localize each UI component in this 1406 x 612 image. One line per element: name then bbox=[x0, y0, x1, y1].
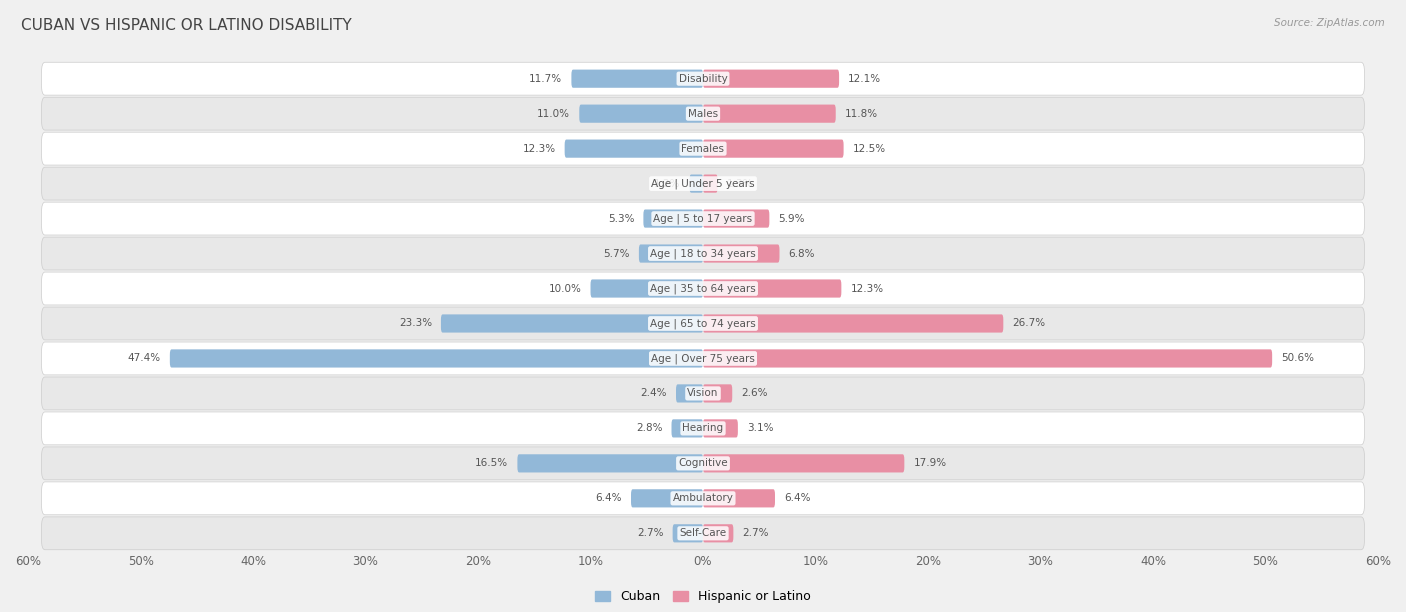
Text: 12.3%: 12.3% bbox=[851, 283, 883, 294]
Text: Males: Males bbox=[688, 109, 718, 119]
FancyBboxPatch shape bbox=[672, 524, 703, 542]
Text: 2.4%: 2.4% bbox=[641, 389, 666, 398]
FancyBboxPatch shape bbox=[703, 140, 844, 158]
FancyBboxPatch shape bbox=[571, 70, 703, 88]
FancyBboxPatch shape bbox=[42, 412, 1364, 445]
Text: 11.7%: 11.7% bbox=[529, 73, 562, 84]
Text: 47.4%: 47.4% bbox=[128, 354, 160, 364]
Text: 23.3%: 23.3% bbox=[399, 318, 432, 329]
Text: 1.3%: 1.3% bbox=[727, 179, 754, 188]
FancyBboxPatch shape bbox=[565, 140, 703, 158]
Text: 26.7%: 26.7% bbox=[1012, 318, 1046, 329]
FancyBboxPatch shape bbox=[517, 454, 703, 472]
Text: Source: ZipAtlas.com: Source: ZipAtlas.com bbox=[1274, 18, 1385, 28]
Text: 11.8%: 11.8% bbox=[845, 109, 877, 119]
Text: 2.8%: 2.8% bbox=[636, 424, 662, 433]
FancyBboxPatch shape bbox=[703, 315, 1004, 332]
Legend: Cuban, Hispanic or Latino: Cuban, Hispanic or Latino bbox=[591, 585, 815, 608]
FancyBboxPatch shape bbox=[42, 167, 1364, 200]
Text: Age | 35 to 64 years: Age | 35 to 64 years bbox=[650, 283, 756, 294]
FancyBboxPatch shape bbox=[42, 132, 1364, 165]
FancyBboxPatch shape bbox=[42, 447, 1364, 480]
FancyBboxPatch shape bbox=[703, 349, 1272, 368]
FancyBboxPatch shape bbox=[42, 272, 1364, 305]
FancyBboxPatch shape bbox=[170, 349, 703, 368]
FancyBboxPatch shape bbox=[703, 105, 835, 123]
FancyBboxPatch shape bbox=[703, 524, 734, 542]
FancyBboxPatch shape bbox=[42, 377, 1364, 410]
Text: 50.6%: 50.6% bbox=[1281, 354, 1315, 364]
FancyBboxPatch shape bbox=[676, 384, 703, 403]
Text: 16.5%: 16.5% bbox=[475, 458, 509, 468]
Text: Age | 65 to 74 years: Age | 65 to 74 years bbox=[650, 318, 756, 329]
Text: 11.0%: 11.0% bbox=[537, 109, 571, 119]
Text: Hearing: Hearing bbox=[682, 424, 724, 433]
Text: Disability: Disability bbox=[679, 73, 727, 84]
Text: 17.9%: 17.9% bbox=[914, 458, 946, 468]
Text: 12.1%: 12.1% bbox=[848, 73, 882, 84]
Text: Ambulatory: Ambulatory bbox=[672, 493, 734, 503]
Text: 5.7%: 5.7% bbox=[603, 248, 630, 258]
Text: Females: Females bbox=[682, 144, 724, 154]
FancyBboxPatch shape bbox=[591, 280, 703, 297]
FancyBboxPatch shape bbox=[638, 244, 703, 263]
FancyBboxPatch shape bbox=[672, 419, 703, 438]
FancyBboxPatch shape bbox=[42, 97, 1364, 130]
Text: 12.3%: 12.3% bbox=[523, 144, 555, 154]
Text: 12.5%: 12.5% bbox=[852, 144, 886, 154]
FancyBboxPatch shape bbox=[644, 209, 703, 228]
Text: 5.3%: 5.3% bbox=[607, 214, 634, 223]
Text: Age | Over 75 years: Age | Over 75 years bbox=[651, 353, 755, 364]
Text: Age | 5 to 17 years: Age | 5 to 17 years bbox=[654, 214, 752, 224]
FancyBboxPatch shape bbox=[631, 489, 703, 507]
FancyBboxPatch shape bbox=[703, 489, 775, 507]
Text: 3.1%: 3.1% bbox=[747, 424, 773, 433]
Text: Cognitive: Cognitive bbox=[678, 458, 728, 468]
Text: 2.6%: 2.6% bbox=[741, 389, 768, 398]
FancyBboxPatch shape bbox=[703, 209, 769, 228]
FancyBboxPatch shape bbox=[42, 342, 1364, 375]
Text: Vision: Vision bbox=[688, 389, 718, 398]
FancyBboxPatch shape bbox=[42, 482, 1364, 515]
FancyBboxPatch shape bbox=[703, 384, 733, 403]
Text: Age | 18 to 34 years: Age | 18 to 34 years bbox=[650, 248, 756, 259]
FancyBboxPatch shape bbox=[42, 62, 1364, 95]
Text: 10.0%: 10.0% bbox=[548, 283, 582, 294]
FancyBboxPatch shape bbox=[441, 315, 703, 332]
Text: Age | Under 5 years: Age | Under 5 years bbox=[651, 178, 755, 189]
FancyBboxPatch shape bbox=[42, 307, 1364, 340]
Text: Self-Care: Self-Care bbox=[679, 528, 727, 539]
Text: 6.4%: 6.4% bbox=[785, 493, 810, 503]
FancyBboxPatch shape bbox=[42, 237, 1364, 270]
Text: 2.7%: 2.7% bbox=[742, 528, 769, 539]
FancyBboxPatch shape bbox=[703, 244, 779, 263]
FancyBboxPatch shape bbox=[42, 517, 1364, 550]
Text: 1.2%: 1.2% bbox=[654, 179, 681, 188]
FancyBboxPatch shape bbox=[703, 174, 717, 193]
FancyBboxPatch shape bbox=[703, 280, 841, 297]
Text: CUBAN VS HISPANIC OR LATINO DISABILITY: CUBAN VS HISPANIC OR LATINO DISABILITY bbox=[21, 18, 351, 34]
FancyBboxPatch shape bbox=[42, 202, 1364, 235]
FancyBboxPatch shape bbox=[703, 454, 904, 472]
Text: 6.4%: 6.4% bbox=[596, 493, 621, 503]
Text: 6.8%: 6.8% bbox=[789, 248, 815, 258]
FancyBboxPatch shape bbox=[703, 70, 839, 88]
FancyBboxPatch shape bbox=[703, 419, 738, 438]
FancyBboxPatch shape bbox=[579, 105, 703, 123]
FancyBboxPatch shape bbox=[689, 174, 703, 193]
Text: 2.7%: 2.7% bbox=[637, 528, 664, 539]
Text: 5.9%: 5.9% bbox=[779, 214, 804, 223]
